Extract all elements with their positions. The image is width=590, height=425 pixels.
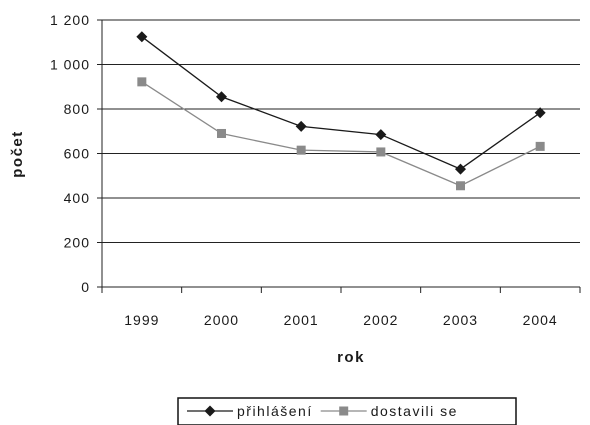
x-axis-title: rok [337,349,365,366]
x-tick-label: 2001 [284,312,319,328]
series-2 [137,77,545,191]
data-point [295,120,307,132]
data-point [136,31,148,43]
series-group [136,31,546,191]
y-tick-label: 0 [81,279,90,295]
y-axis-title: počet [9,130,26,178]
legend-marker [204,405,216,417]
data-point [137,77,147,87]
x-tick-label: 2002 [363,312,398,328]
legend: přihlášení dostavili se [177,397,517,425]
y-tick-label: 200 [64,235,90,251]
data-point [535,141,545,151]
series-line [141,36,541,170]
y-tick-label: 600 [64,146,90,162]
legend-label: přihlášení [237,403,313,419]
legend-label: dostavili se [371,403,458,419]
data-point [455,163,466,175]
data-point [375,129,387,141]
series-1 [136,31,546,175]
data-point [534,107,546,119]
x-tick-labels: 1999 2000 2001 2002 2003 2004 [124,312,558,328]
x-tick-label: 2000 [204,312,239,328]
y-tick-label: 400 [64,190,90,206]
data-point [376,147,386,157]
data-point [296,145,306,155]
y-tick-label: 1 000 [50,57,90,73]
x-tick-label: 1999 [124,312,159,328]
legend-marker [339,406,349,416]
series-line [141,81,541,187]
y-tick-labels: 0 200 400 600 800 1 000 1 200 [50,12,90,295]
gridlines [97,19,580,288]
x-tick-label: 2004 [523,312,558,328]
x-tick-label: 2003 [443,312,478,328]
data-point [456,181,465,191]
data-point [216,91,227,103]
axes [101,20,581,293]
y-tick-label: 800 [64,101,90,117]
y-tick-label: 1 200 [50,12,90,28]
data-point [217,128,226,138]
